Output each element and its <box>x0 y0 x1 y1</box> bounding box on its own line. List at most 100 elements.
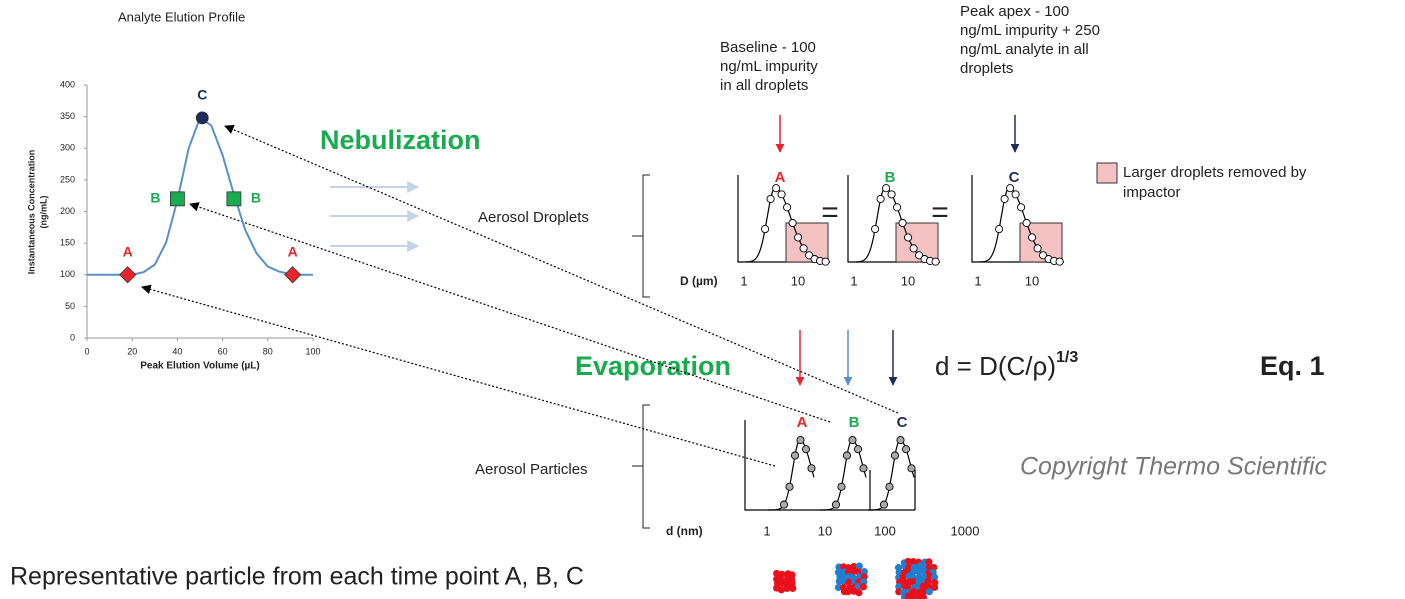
distribution-marker <box>1006 184 1015 193</box>
panel-label: A <box>775 169 786 186</box>
equation-text: d = D(C/ρ) <box>935 351 1056 381</box>
particle-icon <box>789 584 797 592</box>
particle-icon <box>909 593 917 599</box>
chart-title: Analyte Elution Profile <box>118 9 245 24</box>
distribution-marker <box>1000 194 1009 203</box>
point-marker <box>284 266 302 284</box>
bracket <box>632 404 650 529</box>
particle-icon <box>930 573 939 581</box>
y-tick-label: 150 <box>60 238 75 248</box>
tick-label: 10 <box>1025 273 1039 288</box>
distribution-marker <box>907 464 916 473</box>
equals-sign: = <box>931 196 949 229</box>
particle-icon <box>925 558 933 566</box>
particle-icon <box>909 588 917 596</box>
distribution-marker <box>1039 251 1048 260</box>
distribution-marker <box>995 225 1004 234</box>
y-tick-label: 300 <box>60 143 75 153</box>
tick-label: 100 <box>874 523 896 538</box>
distribution-marker <box>761 225 770 234</box>
y-tick-label: 250 <box>60 174 75 184</box>
particle-icon <box>855 589 863 597</box>
y-tick-label: 0 <box>70 332 75 342</box>
nebulization-arrows <box>330 181 420 252</box>
droplets-label: Aerosol Droplets <box>478 209 589 226</box>
annotation-line: ng/mL impurity + 250 <box>960 22 1100 39</box>
peak-label: C <box>897 414 908 431</box>
annotation-line: Peak apex - 100 <box>960 3 1069 20</box>
tick-label: 10 <box>901 273 915 288</box>
tick-label: 1 <box>740 273 747 288</box>
bracket <box>632 174 650 298</box>
equals-sign: = <box>821 196 839 229</box>
distribution-marker <box>837 482 846 491</box>
x-tick-label: 100 <box>305 346 320 356</box>
distribution-marker <box>796 436 805 445</box>
y-axis-label: (ng/mL) <box>38 196 48 229</box>
distribution-marker <box>831 500 841 509</box>
step-label: Nebulization <box>320 125 481 155</box>
x-tick-label: 80 <box>263 346 273 356</box>
particle-icon <box>909 578 917 586</box>
distribution-marker <box>766 194 775 203</box>
distribution-marker <box>893 203 902 212</box>
annotation-line: Baseline - 100 <box>720 39 816 56</box>
distribution-marker <box>848 436 857 445</box>
distribution-marker <box>901 445 911 454</box>
distribution-marker <box>915 251 924 260</box>
distribution-marker <box>805 251 814 260</box>
x-tick-label: 40 <box>172 346 182 356</box>
particle-icon <box>860 573 868 581</box>
particle-icon <box>909 558 917 566</box>
distribution-marker <box>790 451 800 460</box>
particle-icon <box>788 579 796 587</box>
particles-label: Aerosol Particles <box>475 461 588 478</box>
panel-axes <box>744 420 916 511</box>
particle-icon <box>930 583 939 591</box>
panel-label: C <box>1009 169 1020 186</box>
point-label: B <box>251 190 261 206</box>
distribution-marker <box>1028 233 1037 242</box>
point-marker <box>169 191 185 207</box>
equation: d = D(C/ρ)1/3 <box>935 349 1078 381</box>
particle-icon <box>844 588 852 596</box>
y-tick-label: 350 <box>60 111 75 121</box>
legend-swatch <box>1096 162 1118 184</box>
distribution-marker <box>871 225 880 234</box>
particle-icon <box>777 586 785 594</box>
point-marker <box>119 266 137 284</box>
caption: Representative particle from each time p… <box>10 563 584 591</box>
particle-icon <box>845 578 853 586</box>
equation-exponent: 1/3 <box>1056 349 1078 366</box>
distribution-marker <box>799 244 808 253</box>
distribution-marker <box>779 500 789 509</box>
tick-label: 10 <box>818 523 832 538</box>
distribution-marker <box>890 451 900 460</box>
elution-curve <box>87 116 313 276</box>
distribution-marker <box>896 436 905 445</box>
distribution-marker <box>885 482 894 491</box>
distribution-marker <box>879 500 889 509</box>
particle-icon <box>920 587 928 596</box>
distribution-marker <box>876 194 885 203</box>
particle-icon <box>925 588 933 596</box>
distribution-marker <box>853 445 863 454</box>
y-tick-label: 200 <box>60 206 75 216</box>
point-label: A <box>288 243 298 259</box>
distribution-marker <box>785 482 794 491</box>
distribution-marker <box>887 190 896 199</box>
particle-icon <box>850 562 858 571</box>
particle-icon <box>855 562 863 570</box>
annotation-line: droplets <box>960 60 1013 77</box>
point-label: A <box>123 243 133 259</box>
annotation-line: Larger droplets removed by <box>1123 164 1307 181</box>
distribution-marker <box>842 451 852 460</box>
distribution-marker <box>783 203 792 212</box>
y-tick-label: 100 <box>60 269 75 279</box>
distribution-marker <box>1011 190 1020 199</box>
peak-label: A <box>797 414 808 431</box>
distribution-marker <box>777 190 786 199</box>
distribution-marker <box>931 257 940 266</box>
particle-icon <box>895 583 903 591</box>
